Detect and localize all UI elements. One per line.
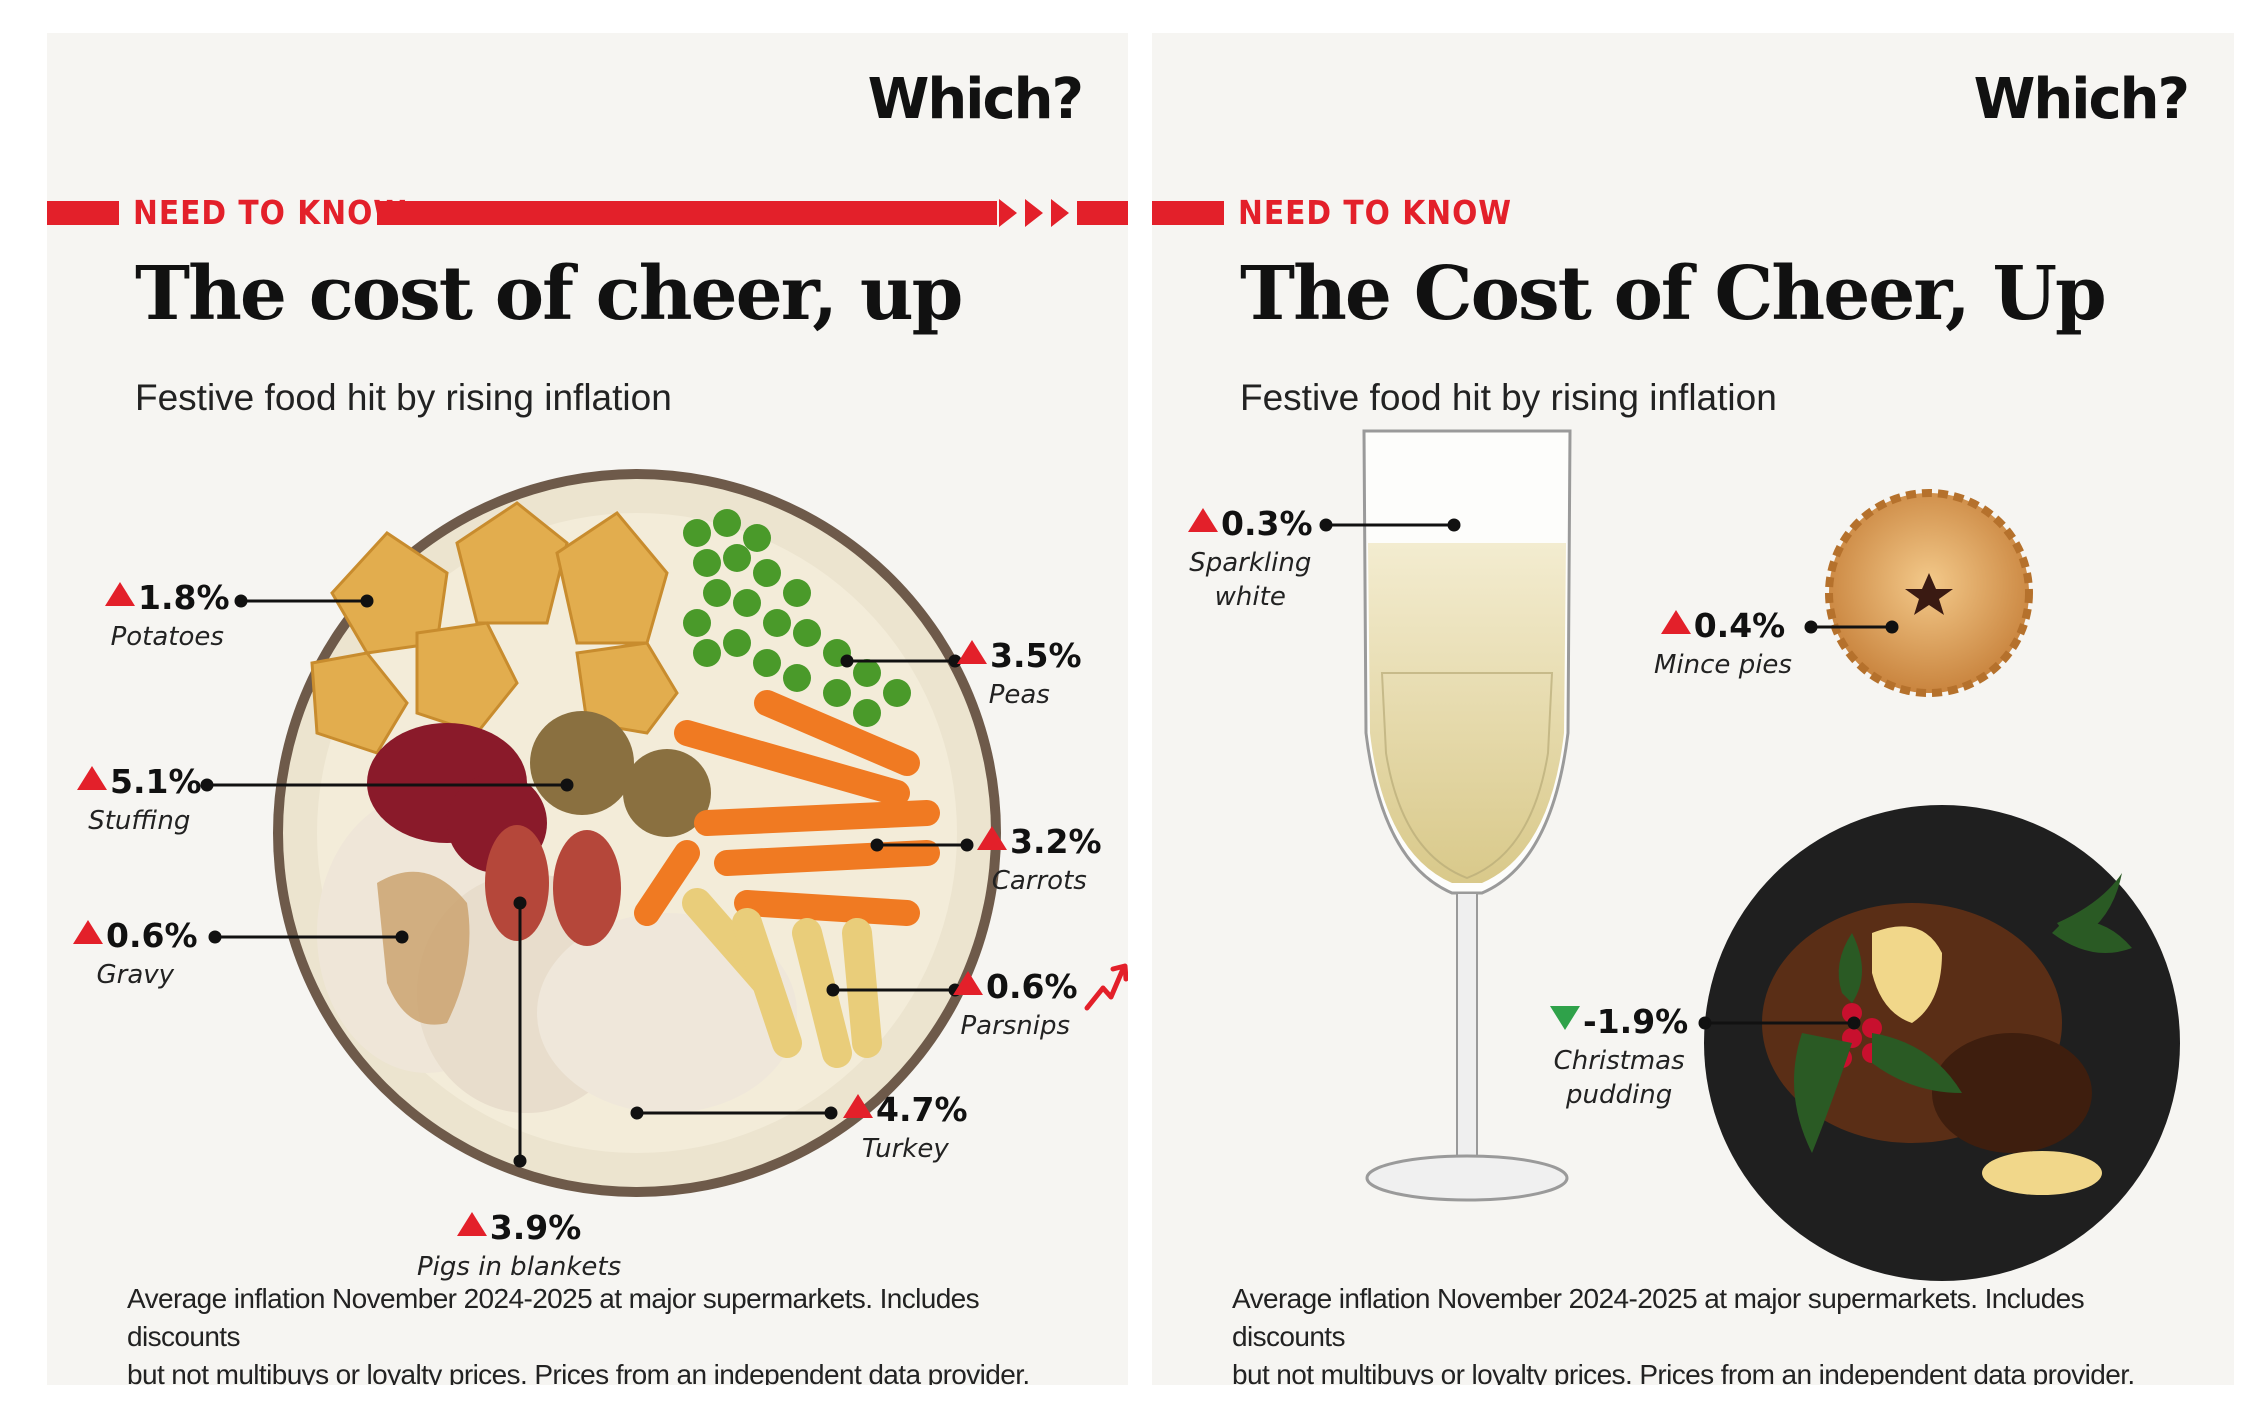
festive-items-illustration (1319, 429, 2180, 1281)
up-arrow-icon (953, 971, 983, 995)
footnote-line-2: but not multibuys or loyalty prices. Pri… (1232, 1359, 2135, 1385)
parsnips-change: 0.6% (986, 967, 1078, 1006)
page-title: The cost of cheer, up (135, 251, 963, 337)
page-subtitle: Festive food hit by rising inflation (135, 377, 672, 418)
chevron-right-icon (1051, 199, 1069, 227)
banner-bar-left (47, 201, 119, 225)
chevron-right-icon (999, 199, 1017, 227)
pigs-in-blankets-name: Pigs in blankets (417, 1252, 622, 1282)
up-arrow-icon (977, 826, 1007, 850)
stuffing-balls (530, 711, 711, 837)
stuffing-name: Stuffing (88, 806, 191, 836)
footnote-line-1: Average inflation November 2024-2025 at … (1232, 1283, 2085, 1352)
up-arrow-icon (105, 582, 135, 606)
up-arrow-icon (1188, 508, 1218, 532)
label-gravy: 0.6% Gravy (73, 919, 198, 992)
mince-pie (1825, 489, 2033, 697)
sparkling-white-name: Sparkling white (1189, 548, 1312, 612)
roast-dinner-plate-illustration (200, 469, 1128, 1197)
banner-bar-right (377, 201, 997, 225)
up-arrow-icon (1660, 610, 1691, 634)
potatoes-change: 1.8% (138, 578, 230, 617)
turkey-change: 4.7% (876, 1090, 968, 1129)
christmas-pudding-plate (1704, 805, 2180, 1281)
mince-pies-change: 0.4% (1693, 606, 1786, 645)
label-mince-pies: 0.4% Mince pies (1654, 609, 1792, 682)
label-potatoes: 1.8% Potatoes (105, 581, 230, 654)
label-christmas-pudding: -1.9% Christmas pudding (1550, 1005, 1688, 1112)
pigs-in-blankets-change: 3.9% (489, 1208, 582, 1247)
label-parsnips: 0.6% Parsnips (953, 970, 1078, 1043)
left-infographic-panel: Which? NEED TO KNOW The cost of cheer, u… (47, 33, 1128, 1385)
label-turkey: 4.7% Turkey (843, 1093, 968, 1166)
champagne-glass (1362, 429, 1572, 1202)
up-arrow-icon (77, 766, 107, 790)
need-to-know-banner: NEED TO KNOW (47, 195, 1128, 231)
need-to-know-label: NEED TO KNOW (133, 193, 408, 232)
up-arrow-icon (843, 1094, 873, 1118)
sparkling-white-change: 0.3% (1221, 504, 1313, 543)
leader-lines (1319, 518, 1899, 1030)
which-logo: Which? (1973, 67, 2190, 132)
christmas-pudding-name: Christmas pudding (1553, 1046, 1685, 1110)
mince-pies-name: Mince pies (1654, 650, 1792, 680)
label-peas: 3.5% Peas (957, 639, 1082, 712)
label-pigs-in-blankets: 3.9% Pigs in blankets (417, 1211, 621, 1284)
up-arrow-icon (73, 920, 103, 944)
peas-name: Peas (988, 680, 1050, 710)
label-stuffing: 5.1% Stuffing (77, 765, 202, 838)
pigs-in-blankets (485, 825, 621, 946)
page-subtitle: Festive food hit by rising inflation (1240, 377, 1777, 418)
parsnips (682, 888, 882, 1068)
peas (683, 509, 911, 727)
potatoes-name: Potatoes (110, 622, 224, 652)
banner-bar-left (1152, 201, 1224, 225)
up-arrow-icon (456, 1212, 487, 1236)
down-arrow-icon (1550, 1006, 1580, 1030)
page-title: The Cost of Cheer, Up (1240, 251, 2107, 337)
gravy-name: Gravy (96, 960, 175, 990)
need-to-know-label: NEED TO KNOW (1238, 193, 1513, 232)
christmas-pudding-change: -1.9% (1583, 1002, 1689, 1041)
carrots-change: 3.2% (1010, 822, 1102, 861)
which-logo: Which? (867, 67, 1084, 132)
stuffing-change: 5.1% (110, 762, 202, 801)
trend-up-arrow-icon (1084, 963, 1128, 1011)
label-sparkling-white: 0.3% Sparkling white (1188, 507, 1313, 614)
right-infographic-panel: Which? NEED TO KNOW The Cost of Cheer, U… (1152, 33, 2234, 1385)
roast-potatoes (310, 501, 679, 755)
carrots-name: Carrots (991, 866, 1087, 896)
label-carrots: 3.2% Carrots (977, 825, 1102, 898)
need-to-know-banner: NEED TO KNOW (1152, 195, 2234, 231)
footnote-line-2: but not multibuys or loyalty prices. Pri… (127, 1359, 1030, 1385)
carrot-batons (634, 690, 940, 926)
turkey-name: Turkey (861, 1134, 949, 1164)
gravy-change: 0.6% (106, 916, 198, 955)
footnote-line-1: Average inflation November 2024-2025 at … (127, 1283, 980, 1352)
chevron-right-icon (1025, 199, 1043, 227)
footnote: Average inflation November 2024-2025 at … (127, 1280, 1087, 1385)
up-arrow-icon (957, 640, 987, 664)
footnote: Average inflation November 2024-2025 at … (1232, 1280, 2192, 1385)
parsnips-name: Parsnips (960, 1011, 1071, 1041)
peas-change: 3.5% (990, 636, 1082, 675)
banner-bar-end (1077, 201, 1128, 225)
